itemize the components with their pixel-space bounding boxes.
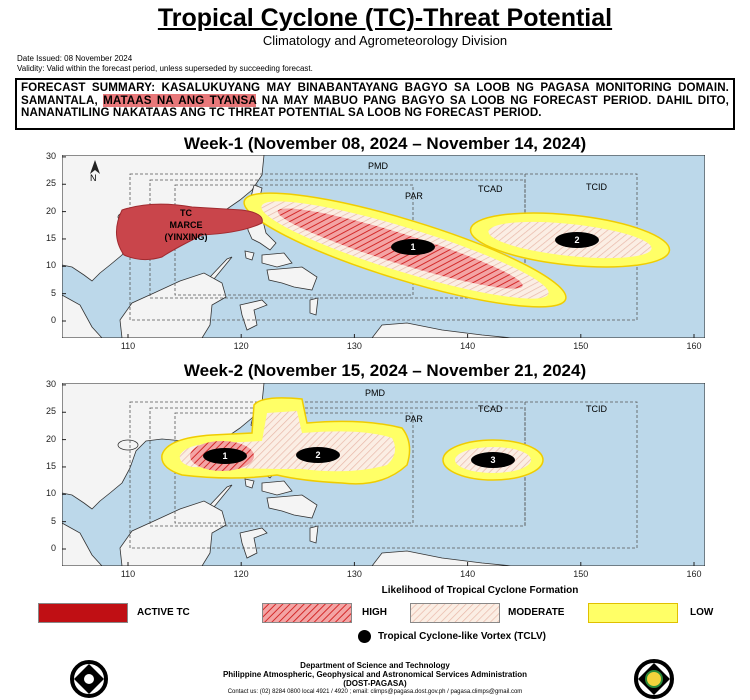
date-issued: Date Issued: 08 November 2024 [17, 54, 133, 63]
tclv-label: 1 [410, 242, 415, 252]
subtitle: Climatology and Agrometeorology Division [262, 33, 508, 48]
x-tick-label: 110 [120, 569, 136, 579]
y-tick-label: 30 [45, 150, 56, 161]
north-arrow [90, 160, 100, 174]
y-tick-label: 5 [50, 287, 56, 298]
tclv-label: 3 [490, 455, 495, 465]
x-tick-label: 140 [460, 569, 476, 579]
logo [634, 659, 674, 699]
active-tc-label: TC [180, 208, 192, 218]
y-tick-label: 25 [45, 406, 56, 417]
legend-tclv-dot [358, 630, 371, 643]
x-tick-label: 150 [573, 569, 589, 579]
y-tick-label: 10 [45, 260, 56, 271]
legend-label: HIGH [362, 607, 387, 618]
tclv-label: 1 [222, 451, 227, 461]
legend-title: Likelihood of Tropical Cyclone Formation [381, 585, 579, 596]
x-tick-label: 160 [686, 569, 702, 579]
legend-label: MODERATE [508, 607, 565, 618]
footer-short: (DOST-PAGASA) [343, 679, 407, 688]
summary-highlight: MATAAS NA ANG TYANSA [103, 93, 257, 107]
active-tc-area [116, 203, 263, 261]
x-tick-label: 130 [346, 341, 362, 351]
tclv-label: 2 [315, 450, 320, 460]
y-tick-label: 20 [45, 433, 56, 444]
region-label: TCID [586, 182, 607, 192]
x-tick-label: 120 [233, 569, 249, 579]
tclv [296, 447, 340, 463]
region-label: PMD [365, 388, 386, 398]
summary-text: FORECAST SUMMARY: KASALUKUYANG MAY BINAB… [21, 81, 729, 107]
north-label: N [90, 173, 97, 183]
y-tick-label: 25 [45, 178, 56, 189]
y-tick-label: 5 [50, 515, 56, 526]
footer-agency: Department of Science and Technology [300, 661, 450, 670]
active-tc-label: MARCE [170, 220, 203, 230]
footer-name: Philippine Atmospheric, Geophysical and … [222, 670, 528, 679]
x-tick-label: 120 [233, 341, 249, 351]
x-tick-label: 160 [686, 341, 702, 351]
x-tick-label: 140 [460, 341, 476, 351]
y-tick-label: 15 [45, 232, 56, 243]
active-tc-label: (YINXING) [164, 232, 207, 242]
map: PMD PAR TCAD TCID 1 2 3 [62, 383, 705, 566]
title: Tropical Cyclone (TC)-Threat Potential [157, 4, 613, 32]
legend-swatch [38, 603, 128, 623]
tclv [203, 448, 247, 464]
region-label: PAR [405, 414, 423, 424]
y-tick-label: 15 [45, 460, 56, 471]
tclv [555, 232, 599, 248]
region-label: TCAD [478, 184, 503, 194]
region-label: TCAD [478, 404, 503, 414]
y-tick-label: 30 [45, 378, 56, 389]
legend-swatch [588, 603, 678, 623]
week-title: Week-1 (November 08, 2024 – November 14,… [183, 134, 587, 153]
legend-label: ACTIVE TC [137, 607, 190, 618]
x-tick-label: 150 [573, 341, 589, 351]
summary-text: NA MAY MABUO PANG BAGYO SA LOOB NG FOREC… [21, 93, 729, 119]
y-tick-label: 20 [45, 205, 56, 216]
y-tick-label: 0 [50, 315, 56, 325]
week-title: Week-2 (November 15, 2024 – November 21,… [183, 361, 587, 380]
tclv [471, 452, 515, 468]
footer-contact: Contact us: (02) 8284 0800 local 4921 / … [227, 689, 523, 695]
validity: Validity: Valid within the forecast peri… [17, 64, 313, 73]
legend-label: Tropical Cyclone-like Vortex (TCLV) [378, 631, 546, 642]
region-label: PAR [405, 191, 423, 201]
map: TC MARCE (YINXING) N PMD PAR TCAD TCID 1… [62, 155, 705, 338]
x-tick-label: 110 [120, 341, 136, 351]
y-tick-label: 10 [45, 488, 56, 499]
region-label: PMD [368, 161, 389, 171]
tclv-label: 2 [574, 235, 579, 245]
legend-swatch [262, 603, 352, 623]
y-tick-label: 0 [50, 543, 56, 553]
forecast-summary: FORECAST SUMMARY: KASALUKUYANG MAY BINAB… [15, 78, 735, 130]
legend-swatch [410, 603, 500, 623]
x-tick-label: 130 [346, 569, 362, 579]
logo [70, 660, 108, 698]
region-label: TCID [586, 404, 607, 414]
tclv [391, 239, 435, 255]
legend-label: LOW [690, 607, 714, 618]
